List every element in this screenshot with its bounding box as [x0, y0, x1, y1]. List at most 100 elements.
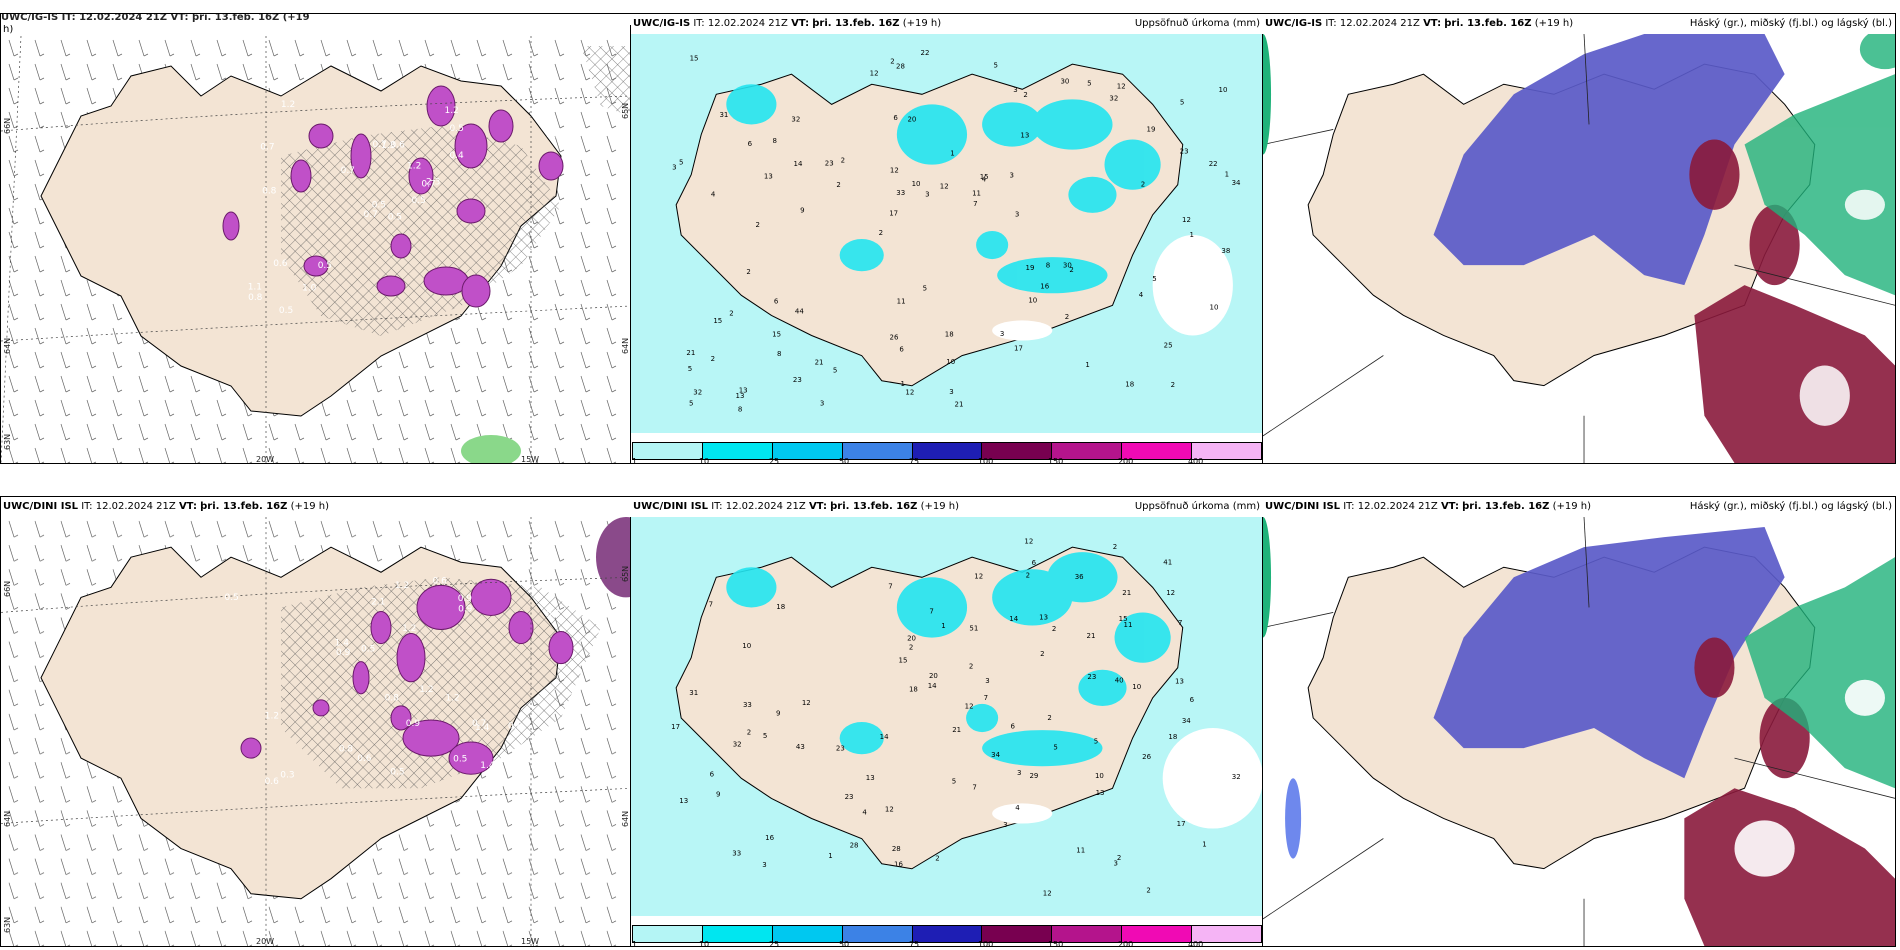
white-gaps — [992, 235, 1233, 341]
precip-blobs — [726, 84, 1161, 294]
precip-value: 7 — [888, 581, 892, 590]
lon-label: 15W — [521, 937, 540, 946]
precip-value: 5 — [688, 364, 692, 373]
precip-value: 21 — [815, 357, 824, 366]
map-area: 0.6 0.8 1.2 0.9 2.1 0.6 1.2 0.9 1.4 0.8 1.4 0.9 0.6 1… — [1, 517, 631, 946]
it-label: IT: — [1343, 501, 1355, 512]
precip-value: 15 — [690, 54, 699, 63]
precip-value: 18 — [1168, 732, 1177, 741]
precip-value: 1.2 — [506, 757, 520, 767]
lat-label: 66N — [3, 580, 12, 597]
lat-label-right: 65N — [621, 102, 630, 119]
panel-wind-precip-bottom: UWC/DINI ISL IT: 12.02.2024 21Z VT: þri.… — [0, 496, 632, 947]
precip-value: 1.2 — [402, 624, 416, 634]
precip-value: 19 — [1147, 125, 1156, 134]
precip-value: 31 — [719, 110, 728, 119]
precip-value: 21 — [952, 725, 961, 734]
precip-value: 5 — [923, 283, 927, 292]
precip-value: 1.2 — [445, 693, 459, 703]
precip-value: 7 — [972, 782, 976, 791]
precip-value: 3 — [762, 860, 766, 869]
precip-value: 1.0 — [302, 284, 317, 294]
precip-value: 1.4 — [480, 761, 495, 771]
precip-value: 4 — [982, 174, 987, 183]
vt-label: VT: — [808, 501, 827, 512]
purple-precip-blobs — [240, 578, 574, 775]
precip-value: 2.1 — [371, 597, 385, 607]
hatched-area — [281, 126, 561, 336]
precip-value: 5 — [1152, 274, 1156, 283]
lead-time: (+19 h) — [902, 18, 942, 29]
precip-value: 21 — [955, 400, 964, 409]
colorbar-swatches — [632, 442, 1262, 460]
purple-edge — [596, 517, 631, 598]
precip-value: 2 — [1146, 885, 1150, 894]
it-value: 12.02.2024 21Z — [1357, 501, 1438, 512]
precip-value: 21 — [1122, 588, 1131, 597]
model-name: UWC/DINI ISL — [1265, 501, 1341, 512]
precip-value: 0.5 — [412, 196, 426, 206]
green-edge — [1263, 34, 1272, 155]
colorbar-tick: 200 — [1117, 940, 1134, 947]
precip-value: 23 — [1180, 147, 1189, 156]
precip-value: 34 — [1182, 716, 1191, 725]
precip-value: 2 — [1052, 624, 1056, 633]
colorbar-tick: 100 — [977, 940, 994, 947]
precip-value: 15 — [713, 316, 722, 325]
precip-value: 11 — [897, 296, 906, 305]
precip-value: 22 — [921, 48, 930, 57]
precip-value: 11 — [1124, 620, 1133, 629]
it-label: IT: — [693, 18, 705, 29]
precip-value: 12 — [905, 387, 914, 396]
precip-value: 15 — [1119, 614, 1128, 623]
panel-title: Háský (gr.), miðský (fj.bl.) og lágský (… — [1689, 501, 1892, 512]
vt-value: þri. 13.feb. 16Z — [812, 18, 900, 29]
lead-time: (+19 h) — [920, 501, 960, 512]
precip-value: 6 — [1011, 721, 1016, 730]
lat-label: 66N — [3, 117, 12, 134]
hatched-area-edge — [581, 46, 631, 116]
colorbar-ticks: 1 10 25 50 75 100 150 200 400 — [631, 941, 1263, 947]
precip-value: 7 — [973, 199, 977, 208]
precip-value: 3 — [1015, 210, 1019, 219]
precip-value: 1.1 — [248, 282, 262, 292]
precip-value: 0.7 — [421, 179, 435, 189]
precip-value: 1.3 — [381, 141, 395, 151]
precip-value: 28 — [896, 62, 905, 71]
precip-value: 8 — [777, 349, 781, 358]
white-patches — [1734, 679, 1885, 877]
colorbar-swatch — [1052, 926, 1123, 942]
precip-value: 31 — [689, 688, 698, 697]
colorbar-swatch — [1192, 443, 1262, 459]
map-area — [1263, 517, 1895, 946]
precip-value: 5 — [679, 158, 683, 167]
panel-title: Uppsöfnuð úrkoma (mm) — [1134, 18, 1260, 29]
high-cloud-layer — [1744, 34, 1895, 296]
precip-value: 4 — [862, 807, 867, 816]
precip-value: 0.9 — [458, 605, 473, 615]
precip-value: 0.7 — [260, 143, 274, 153]
precip-colorbar: 1 10 25 50 75 100 150 200 400 — [631, 441, 1263, 463]
precip-value: 9 — [716, 790, 720, 799]
lat-label: 64N — [3, 810, 12, 827]
it-value: 12.02.2024 21Z — [95, 501, 176, 512]
precip-value: 9 — [776, 709, 780, 718]
precip-value: 3 — [985, 676, 989, 685]
precip-value: 12 — [870, 69, 879, 78]
precip-value: 1.2 — [407, 162, 421, 172]
precip-value: 1 — [1085, 360, 1089, 369]
precip-value: 10 — [912, 179, 921, 188]
vt-value: þri. 13.feb. 16Z — [200, 501, 288, 512]
precip-value: 0.5 — [546, 131, 560, 141]
precip-value: 13 — [866, 773, 875, 782]
precip-value: 32 — [791, 115, 800, 124]
precip-value: 0.5 — [390, 767, 404, 777]
precip-value: 0.7 — [341, 166, 355, 176]
precip-value: 15 — [899, 655, 908, 664]
precip-value: 12 — [1043, 888, 1052, 897]
precip-value: 0.4 — [449, 151, 464, 161]
precip-value: 2 — [1069, 265, 1073, 274]
precip-value: 6 — [1190, 695, 1195, 704]
precip-value: 13 — [739, 386, 748, 395]
